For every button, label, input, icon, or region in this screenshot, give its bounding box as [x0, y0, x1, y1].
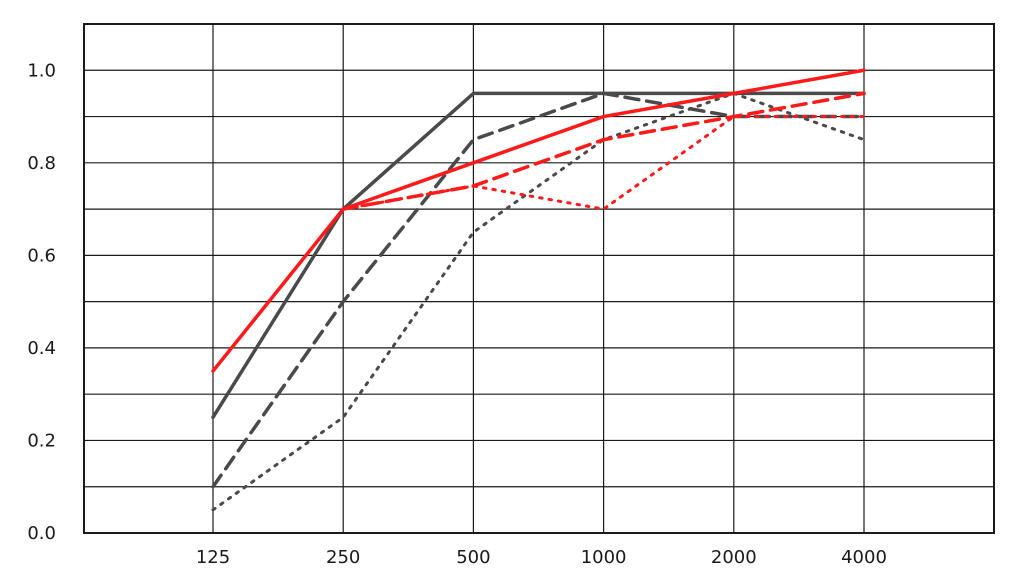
y-tick-label: 0.0 [27, 523, 56, 544]
x-tick-label: 1000 [581, 547, 627, 568]
y-tick-label: 1.0 [27, 60, 56, 81]
x-tick-label: 2000 [711, 547, 757, 568]
series-line-4 [211, 68, 866, 373]
y-tick-label: 0.6 [27, 245, 56, 266]
y-axis-ticks: 0.0 0.2 0.4 0.6 0.8 1.0 [27, 60, 56, 544]
grid [84, 24, 994, 533]
y-tick-label: 0.8 [27, 153, 56, 174]
y-tick-label: 0.4 [27, 338, 56, 359]
series-line-6 [341, 115, 866, 211]
series-line-1 [211, 91, 866, 420]
series-line-3 [211, 91, 866, 512]
plot-frame [83, 23, 995, 534]
y-tick-label: 0.2 [27, 430, 56, 451]
x-tick-label: 250 [326, 547, 360, 568]
x-axis-ticks: 125 250 500 1000 2000 4000 [196, 547, 887, 568]
series-line-2 [211, 91, 866, 489]
x-tick-label: 125 [196, 547, 230, 568]
x-tick-label: 4000 [841, 547, 887, 568]
series-group [211, 68, 866, 512]
x-tick-label: 500 [456, 547, 490, 568]
